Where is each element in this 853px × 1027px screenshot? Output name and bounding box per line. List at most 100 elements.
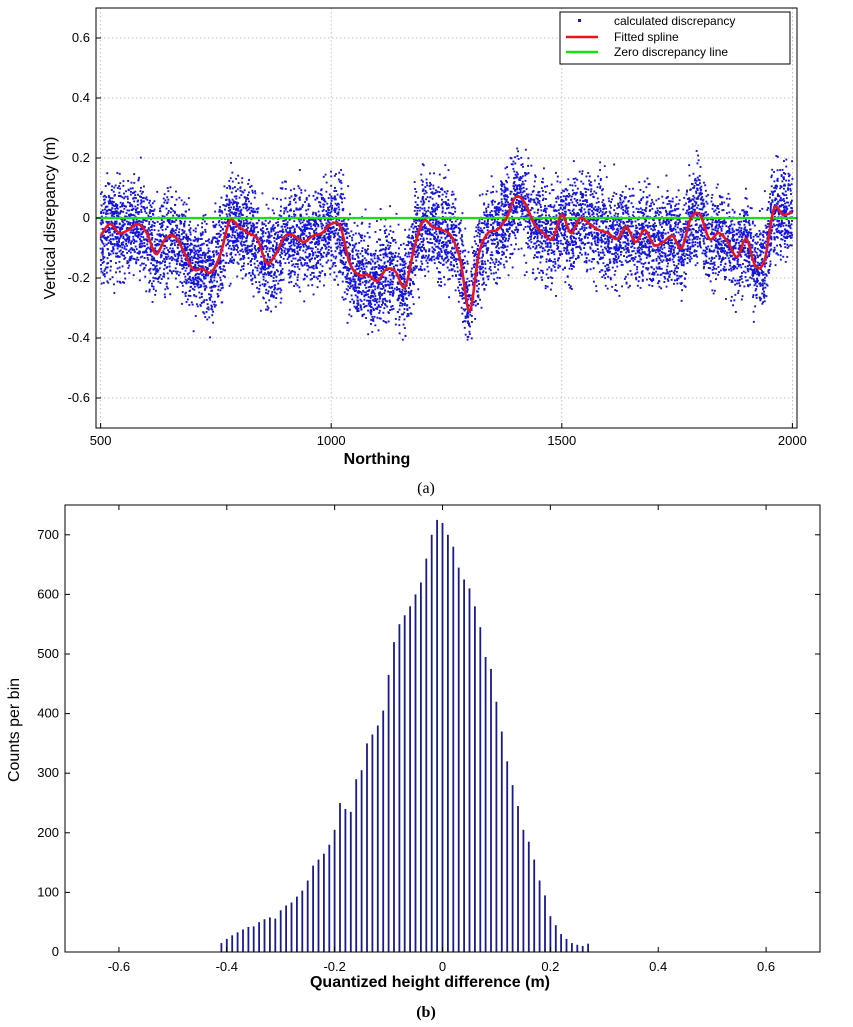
scatter-point xyxy=(696,238,699,241)
scatter-point xyxy=(102,195,105,198)
scatter-point xyxy=(439,255,441,258)
scatter-point xyxy=(322,208,325,211)
scatter-point xyxy=(318,237,321,240)
scatter-point xyxy=(364,270,367,273)
scatter-point xyxy=(657,230,660,232)
scatter-point xyxy=(324,245,327,248)
scatter-point xyxy=(129,193,132,196)
scatter-point xyxy=(460,306,463,309)
scatter-point xyxy=(630,218,632,221)
scatter-point xyxy=(728,197,731,200)
scatter-point xyxy=(108,196,111,199)
scatter-point xyxy=(251,258,253,260)
scatter-point xyxy=(774,190,776,193)
scatter-point xyxy=(490,242,493,245)
scatter-point xyxy=(359,291,362,293)
scatter-point xyxy=(209,278,212,281)
scatter-point xyxy=(122,241,125,244)
scatter-point xyxy=(421,198,424,201)
scatter-point xyxy=(134,205,137,208)
scatter-point xyxy=(496,206,499,209)
scatter-point xyxy=(629,195,632,198)
scatter-point xyxy=(290,236,292,239)
scatter-point xyxy=(188,208,191,211)
scatter-point xyxy=(637,241,640,243)
scatter-point xyxy=(613,262,616,265)
scatter-point xyxy=(741,209,744,212)
scatter-point xyxy=(329,204,332,207)
scatter-point xyxy=(715,240,717,243)
scatter-point xyxy=(266,246,269,249)
scatter-point xyxy=(692,195,695,197)
scatter-point xyxy=(265,291,267,294)
scatter-point xyxy=(445,251,448,254)
scatter-point xyxy=(183,248,186,251)
scatter-point xyxy=(612,227,615,230)
scatter-point xyxy=(224,218,227,221)
scatter-point xyxy=(726,246,729,248)
scatter-point xyxy=(700,188,703,191)
scatter-point xyxy=(590,188,593,191)
scatter-point xyxy=(500,198,503,201)
scatter-point xyxy=(742,230,745,233)
scatter-point xyxy=(267,254,269,256)
scatter-point xyxy=(316,286,319,289)
scatter-point xyxy=(467,335,470,338)
scatter-point xyxy=(370,310,373,313)
scatter-point xyxy=(642,238,644,240)
scatter-point xyxy=(445,261,448,264)
scatter-point xyxy=(437,224,440,227)
scatter-point xyxy=(462,297,465,300)
scatter-point xyxy=(426,230,429,233)
scatter-point xyxy=(535,223,538,226)
scatter-point xyxy=(516,211,519,214)
scatter-point xyxy=(407,234,410,237)
scatter-point xyxy=(178,235,181,238)
scatter-point xyxy=(379,229,382,231)
scatter-point xyxy=(517,222,519,225)
scatter-point xyxy=(356,302,359,305)
scatter-point xyxy=(163,215,166,218)
scatter-point xyxy=(491,254,494,257)
scatter-point xyxy=(768,222,771,225)
scatter-point xyxy=(339,196,342,198)
scatter-point xyxy=(534,242,537,245)
scatter-point xyxy=(740,255,743,258)
scatter-point xyxy=(388,246,391,249)
scatter-point xyxy=(236,188,239,191)
scatter-point xyxy=(369,252,372,255)
scatter-point xyxy=(529,224,532,227)
scatter-point xyxy=(487,206,490,208)
scatter-point xyxy=(524,179,527,182)
scatter-point xyxy=(540,245,543,248)
scatter-point xyxy=(431,191,434,194)
scatter-point xyxy=(685,253,688,256)
scatter-point xyxy=(660,251,663,253)
scatter-point xyxy=(169,239,172,242)
scatter-point xyxy=(226,203,229,206)
scatter-point xyxy=(389,261,392,264)
scatter-point xyxy=(128,213,131,216)
scatter-point xyxy=(248,245,251,248)
scatter-point xyxy=(786,207,789,210)
scatter-point xyxy=(427,270,430,273)
scatter-point xyxy=(739,254,742,257)
scatter-point xyxy=(367,275,370,278)
scatter-point xyxy=(172,270,175,272)
scatter-point xyxy=(275,279,278,282)
scatter-point xyxy=(232,226,235,228)
scatter-point xyxy=(205,223,208,225)
scatter-point xyxy=(456,218,459,221)
scatter-point xyxy=(357,307,360,310)
scatter-point xyxy=(657,238,660,241)
scatter-point xyxy=(402,258,405,260)
scatter-point xyxy=(688,225,691,228)
scatter-point xyxy=(254,245,256,247)
scatter-point xyxy=(365,281,368,284)
scatter-point xyxy=(302,228,305,231)
scatter-point xyxy=(269,220,271,223)
scatter-point xyxy=(414,256,417,258)
scatter-point xyxy=(342,173,345,176)
scatter-point xyxy=(331,265,334,268)
scatter-point xyxy=(571,213,574,216)
